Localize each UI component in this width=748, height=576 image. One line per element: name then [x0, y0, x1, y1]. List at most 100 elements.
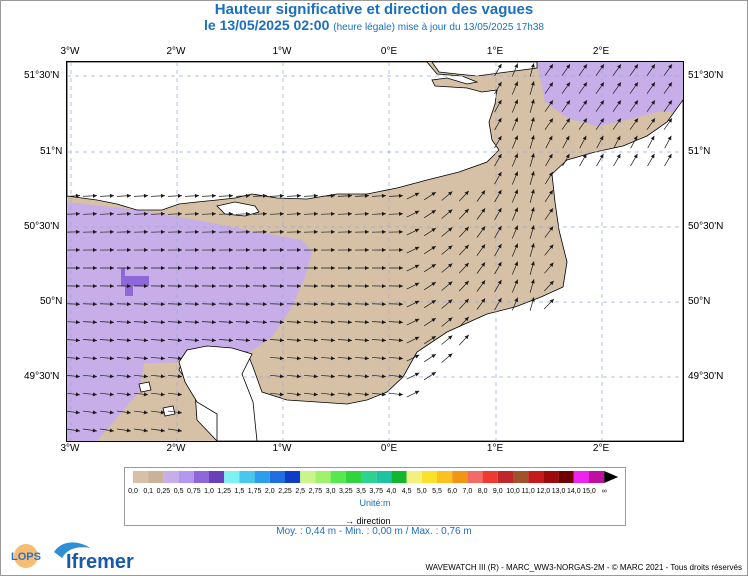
legend-value: 13,0 — [551, 488, 566, 495]
wave-arrow — [664, 153, 672, 167]
wave-arrow — [441, 317, 453, 327]
legend-value: 4,0 — [386, 488, 397, 495]
wave-arrow — [286, 193, 302, 198]
direction-label: direction — [356, 516, 391, 526]
wave-arrow — [441, 335, 453, 345]
wave-arrow — [388, 211, 404, 216]
wave-arrow — [545, 171, 553, 185]
lops-logo-icon: LOPS — [11, 544, 41, 568]
wave-arrow — [82, 284, 98, 289]
wave-arrow — [423, 245, 437, 255]
wave-arrow — [150, 211, 166, 216]
wave-arrow — [529, 63, 535, 77]
lat-label-left: 51°N — [40, 146, 63, 157]
lat-label-right: 49°30'N — [688, 371, 724, 382]
lon-label-bottom: 0°E — [380, 443, 398, 454]
lon-label-bottom: 1°E — [486, 443, 504, 454]
graticule — [67, 62, 683, 441]
wave-arrow — [337, 211, 353, 216]
cotentin-peninsula — [178, 345, 258, 441]
wave-arrow — [167, 374, 183, 379]
wave-arrow — [167, 302, 183, 307]
wave-arrow — [511, 297, 519, 311]
wave-arrow — [371, 320, 387, 325]
date-line: le 13/05/2025 02:00 — [204, 17, 330, 33]
wave-arrow — [629, 118, 639, 130]
wave-arrow — [406, 300, 420, 308]
wave-arrow — [596, 153, 604, 167]
wave-arrow — [235, 302, 251, 307]
essex-land — [431, 62, 538, 77]
wave-arrow — [184, 338, 200, 343]
wave-arrow — [150, 284, 166, 289]
wave-arrow — [423, 209, 437, 219]
wave-arrow — [67, 338, 81, 343]
wave-arrow — [612, 82, 622, 94]
wave-arrow — [494, 207, 502, 221]
wave-arrow — [201, 229, 217, 234]
wave-arrow — [371, 338, 387, 343]
wave-arrow — [320, 302, 336, 307]
wave-arrow — [99, 229, 115, 234]
wave-arrow — [494, 117, 502, 131]
wave-arrow — [235, 320, 251, 325]
wave-arrow — [133, 229, 149, 234]
wave-arrow — [116, 247, 132, 252]
wave-arrow — [371, 374, 387, 379]
wave-arrow — [304, 392, 318, 397]
wave-arrow — [423, 317, 437, 327]
wave-arrow — [303, 374, 319, 379]
wave-arrow — [595, 118, 605, 130]
wave-arrow — [303, 338, 319, 343]
wave-arrow — [406, 246, 420, 254]
wave-arrow — [476, 244, 486, 256]
wave-arrow — [529, 297, 535, 311]
lat-label-right: 50°N — [688, 296, 711, 307]
wave-arrow — [337, 356, 353, 361]
wave-arrow — [476, 190, 486, 202]
legend-swatch — [148, 471, 164, 483]
wave-arrow — [388, 356, 404, 361]
wave-arrow — [544, 189, 554, 203]
wave-arrow — [116, 302, 132, 307]
wave-arrow — [354, 302, 370, 307]
wave-arrow — [184, 284, 200, 289]
wave-arrow — [320, 338, 336, 343]
wave-arrow — [388, 284, 404, 289]
wave-arrow — [511, 261, 519, 275]
lat-label-left: 51°30'N — [24, 70, 60, 81]
wave-arrow — [218, 302, 234, 307]
wave-arrow — [579, 153, 587, 167]
wave-arrow — [389, 392, 403, 397]
wave-arrow — [184, 229, 200, 234]
ifremer-wordmark: Ifremer — [66, 551, 134, 573]
lops-logo: LOPS — [4, 542, 48, 575]
wave-arrow — [355, 392, 369, 397]
map-panel[interactable] — [66, 61, 684, 442]
legend-unit: Unité:m — [359, 498, 391, 508]
wave-arrow — [529, 225, 535, 239]
wave-arrow — [320, 229, 336, 234]
wave-arrow — [511, 117, 519, 131]
wave-arrow — [167, 266, 183, 271]
legend-value: 14,0 — [566, 488, 581, 495]
wave-arrow — [184, 266, 200, 271]
update-note: (heure légale) mise à jour du 13/05/2025… — [333, 22, 544, 33]
wave-arrow — [116, 266, 132, 271]
wave-arrow — [458, 298, 470, 310]
wave-arrow — [613, 153, 621, 167]
legend-swatch — [178, 471, 194, 483]
wave-arrow — [150, 374, 166, 379]
wave-arrow — [406, 354, 420, 362]
wave-arrow — [529, 207, 535, 221]
wave-arrow — [201, 247, 217, 252]
wave-arrow — [337, 302, 353, 307]
wave-arrow — [218, 338, 234, 343]
lon-label-bottom: 1°W — [272, 443, 292, 454]
wave-arrow — [269, 356, 285, 361]
legend-swatch — [467, 471, 483, 483]
wave-arrow — [117, 392, 131, 397]
wave-arrow — [168, 392, 182, 397]
wave-arrow — [150, 302, 166, 307]
wave-arrow — [269, 302, 285, 307]
